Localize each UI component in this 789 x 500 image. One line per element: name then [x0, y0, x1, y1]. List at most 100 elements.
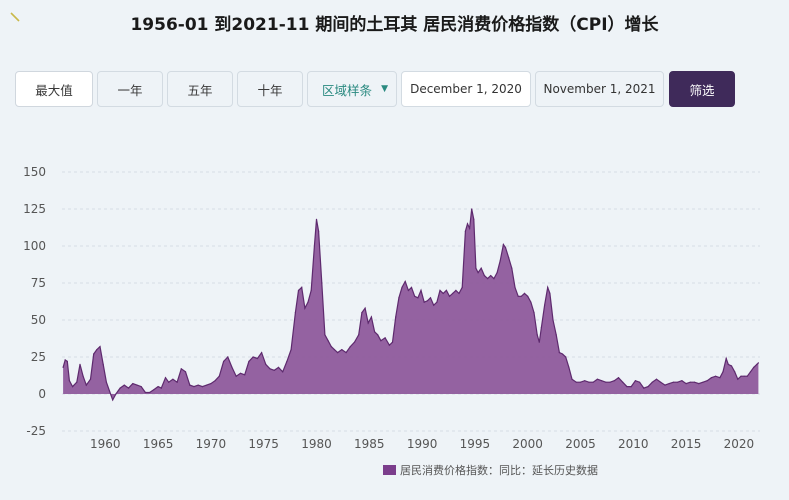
data-point [370, 316, 372, 318]
range-button-5y[interactable]: 五年 [167, 71, 233, 107]
data-point [461, 286, 463, 288]
data-point [315, 218, 318, 220]
data-point [364, 307, 366, 309]
data-point [333, 349, 335, 351]
series-line [62, 208, 759, 402]
data-point [345, 352, 347, 354]
data-point [206, 384, 208, 386]
data-point [149, 391, 151, 394]
data-point [404, 280, 406, 283]
data-point [445, 289, 447, 291]
y-tick-label: -25 [26, 424, 46, 438]
data-point [318, 230, 320, 232]
range-button-max[interactable]: 最大值 [15, 71, 93, 107]
data-point [455, 289, 457, 291]
data-point [327, 340, 329, 342]
data-point [337, 352, 339, 354]
range-button-10y[interactable]: 十年 [237, 71, 303, 107]
data-point [341, 349, 343, 351]
data-point [96, 349, 98, 351]
x-tick-label: 2020 [724, 437, 755, 451]
data-point [407, 289, 409, 291]
data-point [172, 378, 174, 380]
data-point [321, 282, 323, 284]
data-point [727, 363, 729, 365]
range-button-1y[interactable]: 一年 [97, 71, 163, 107]
x-tick-label: 2000 [512, 437, 543, 451]
end-date-input[interactable]: November 1, 2021 [535, 71, 664, 107]
data-point [605, 381, 607, 383]
data-point [189, 384, 191, 386]
data-point [235, 375, 237, 377]
data-point [508, 257, 510, 259]
data-point [523, 292, 526, 294]
data-point [643, 387, 645, 389]
data-point [487, 278, 489, 280]
data-point [596, 378, 599, 380]
data-point [112, 399, 114, 401]
data-point [297, 289, 300, 291]
data-point [756, 363, 758, 365]
data-point [746, 375, 748, 377]
data-point [473, 218, 475, 220]
data-point [358, 334, 360, 336]
data-point [626, 386, 628, 388]
data-point [72, 386, 74, 388]
data-point [214, 380, 216, 382]
data-point [749, 371, 752, 373]
plot-area [62, 208, 760, 402]
chart-type-select[interactable]: 区域样条 ▼ [307, 71, 397, 107]
data-point [530, 301, 532, 303]
x-tick-label: 2015 [671, 437, 702, 451]
x-tick-label: 1970 [196, 437, 227, 451]
data-point [715, 375, 717, 377]
data-point [464, 230, 466, 232]
data-point [496, 272, 498, 274]
data-point [433, 304, 435, 306]
data-point [552, 319, 554, 321]
data-point [504, 246, 507, 249]
data-point [62, 366, 64, 368]
data-point [66, 360, 68, 362]
data-point [132, 383, 134, 385]
data-point [82, 375, 84, 377]
data-point [490, 275, 492, 277]
data-point [544, 304, 546, 306]
start-date-input[interactable]: December 1, 2020 [401, 71, 531, 107]
data-point [244, 374, 246, 376]
data-point [549, 292, 551, 294]
data-point [734, 371, 736, 373]
data-point [743, 375, 745, 377]
data-point [480, 267, 482, 269]
legend-swatch [383, 465, 396, 475]
data-point [136, 384, 138, 386]
data-point [622, 381, 624, 383]
data-point [630, 386, 632, 388]
data-point [757, 362, 760, 364]
data-point [655, 378, 658, 380]
data-point [499, 260, 501, 262]
data-point [273, 369, 275, 371]
data-point [119, 387, 121, 389]
pin-icon [10, 12, 20, 22]
data-point [466, 223, 469, 225]
data-point [108, 390, 111, 392]
data-point [477, 272, 479, 274]
data-point [227, 356, 229, 358]
data-point [702, 381, 704, 383]
data-point [377, 334, 379, 336]
data-point [517, 295, 519, 297]
data-point [310, 289, 312, 291]
data-point [429, 297, 432, 299]
data-point [184, 371, 187, 373]
data-point [388, 344, 390, 346]
data-point [588, 381, 590, 383]
filter-button[interactable]: 筛选 [669, 71, 735, 107]
data-point [93, 353, 95, 355]
x-axis: 1960 1965 1970 1975 1980 1985 1990 1995 2000 2005… [90, 437, 754, 451]
data-point [102, 363, 104, 365]
legend[interactable]: 居民消费价格指数：同比：延长历史数据 [383, 462, 598, 478]
data-point [410, 286, 413, 288]
data-point [180, 368, 182, 370]
data-point [265, 363, 267, 365]
